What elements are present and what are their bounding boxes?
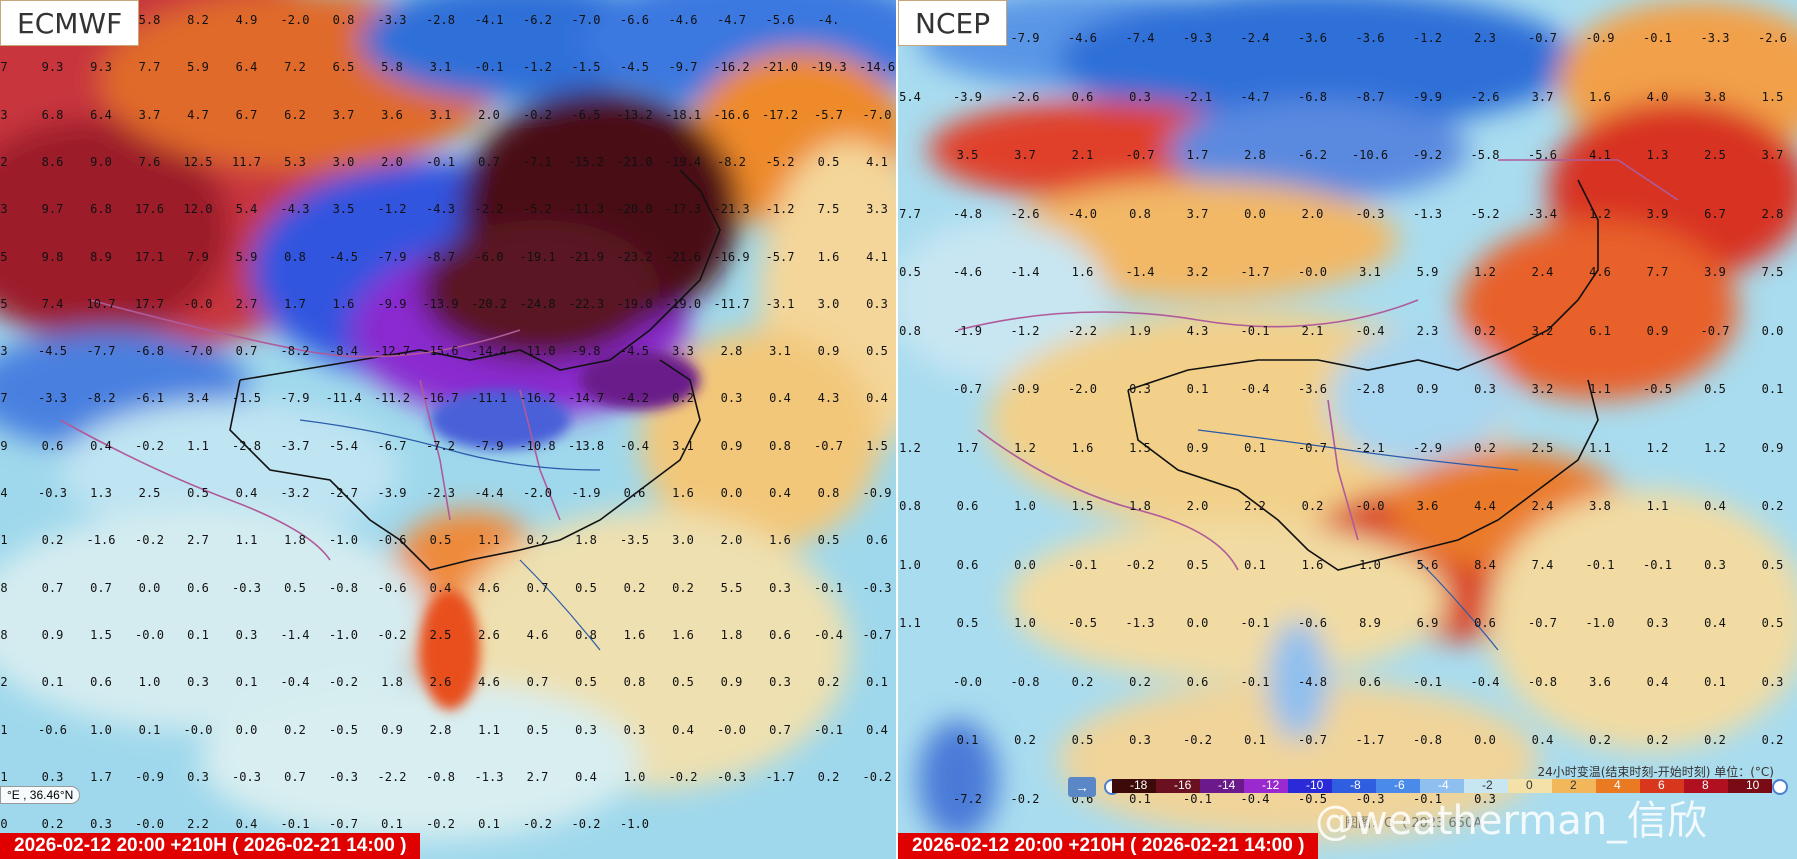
legend-tick-label: 2 [1570,778,1577,792]
legend-tick-label: -18 [1130,778,1148,792]
ncep-temperature-change-map [898,0,1797,859]
legend-range-max-handle[interactable] [1772,779,1788,795]
legend-color-swatch [1420,779,1464,793]
legend-color-swatch [1112,779,1156,793]
legend-title: 24小时变温(结束时刻-开始时刻) 单位：(°C) [1537,765,1774,779]
legend-tick-labels: -18 -16 -14 -12 -10 -8 -6 -4 -2 0 2 4 6 8 10 [1112,777,1772,793]
legend-color-swatch [1200,779,1244,793]
map-source-caption: 图图：G（ 2023 650A [1345,816,1483,831]
legend-tick-label: -4 [1438,778,1449,792]
author-watermark: @weatherman_信欣 [1315,798,1708,844]
legend-color-swatch [1288,779,1332,793]
legend-tick-label: -12 [1262,778,1280,792]
legend-color-swatch [1728,779,1772,793]
legend-tick-label: 0 [1526,778,1533,792]
legend-color-swatch [1156,779,1200,793]
panel-divider [896,0,898,859]
model-label-ncep: NCEP [898,0,1008,46]
legend-color-swatch [1508,779,1552,793]
legend-color-swatch [1552,779,1596,793]
legend-tick-label: -8 [1350,778,1361,792]
legend-tick-label: -2 [1482,778,1493,792]
model-label-ecmwf: ECMWF [0,0,140,46]
coordinate-readout: °E , 36.46°N [0,786,81,804]
legend-color-swatch [1244,779,1288,793]
legend-tick-label: 10 [1746,778,1760,792]
legend-tick-label: -10 [1306,778,1324,792]
forecast-time-label-left: 2026-02-12 20:00 +210H ( 2026-02-21 14:0… [0,833,421,859]
ncep-map-panel: 5.7-7.9-4.6-7.4-9.3-2.4-3.6-3.6-1.22.3-0… [898,0,1797,859]
legend-tick-label: -6 [1394,778,1405,792]
legend-color-bar [1112,779,1772,793]
legend-toggle-button[interactable]: → [1068,777,1096,797]
legend-color-swatch [1684,779,1728,793]
legend-tick-label: 4 [1614,778,1621,792]
legend-tick-label: -14 [1218,778,1236,792]
legend-tick-label: -16 [1174,778,1192,792]
legend-color-swatch [1376,779,1420,793]
legend-color-swatch [1332,779,1376,793]
legend-color-swatch [1640,779,1684,793]
temperature-change-legend: 24小时变温(结束时刻-开始时刻) 单位：(°C) → -18 -16 -14 -12… [1068,763,1788,809]
ecmwf-temperature-change-map [0,0,896,859]
ecmwf-map-panel: 3.39.25.88.24.9-2.00.8-3.3-2.8-4.1-6.2-7… [0,0,896,859]
forecast-time-label-right: 2026-02-12 20:00 +210H ( 2026-02-21 14:0… [898,833,1319,859]
legend-tick-label: 8 [1702,778,1709,792]
legend-color-swatch [1464,779,1508,793]
legend-color-swatch [1596,779,1640,793]
legend-tick-label: 6 [1658,778,1665,792]
